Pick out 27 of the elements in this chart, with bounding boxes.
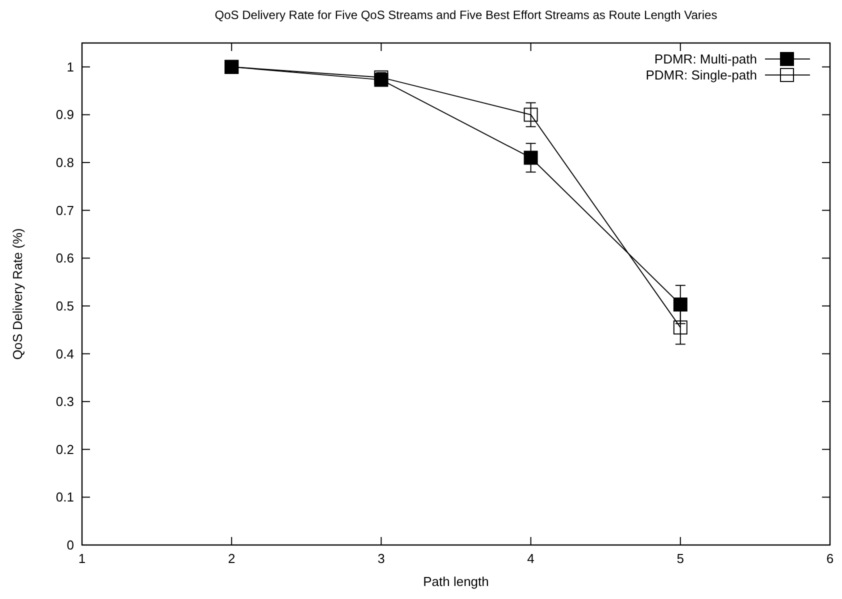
point <box>524 108 538 122</box>
legend-label: PDMR: Single-path <box>646 68 757 82</box>
point <box>374 70 388 84</box>
y-tick-label: 0.5 <box>56 298 74 314</box>
legend-label: PDMR: Multi-path <box>654 52 757 66</box>
y-tick-label: 0 <box>66 538 74 552</box>
point <box>673 298 688 312</box>
y-tick-label: 0.3 <box>56 394 74 410</box>
y-tick-label: 0.1 <box>56 490 74 505</box>
point <box>524 150 538 165</box>
y-tick-label: 0.2 <box>56 442 74 457</box>
x-tick-label: 3 <box>378 551 385 566</box>
x-tick-label: 2 <box>228 551 236 566</box>
chart-title: QoS Delivery Rate for Five QoS Streams and Five Best Effort Streams as Route Length Varies <box>214 8 718 22</box>
x-axis-title: Path length <box>423 574 489 589</box>
y-tick-label: 0.9 <box>56 107 74 122</box>
y-tick-label: 0.7 <box>56 202 74 218</box>
x-tick-label: 4 <box>527 551 534 566</box>
y-tick-label: 0.4 <box>56 346 74 362</box>
x-tick-label: 5 <box>676 551 684 566</box>
point <box>673 320 688 334</box>
x-tick-label: 1 <box>78 551 86 566</box>
y-tick-label: 0.6 <box>56 250 74 266</box>
y-axis-title: QoS Delivery Rate (%) <box>10 228 25 360</box>
y-tick-label: 0.8 <box>56 155 74 170</box>
y-tick-label: 1 <box>66 59 74 74</box>
x-tick-label: 6 <box>826 551 834 566</box>
